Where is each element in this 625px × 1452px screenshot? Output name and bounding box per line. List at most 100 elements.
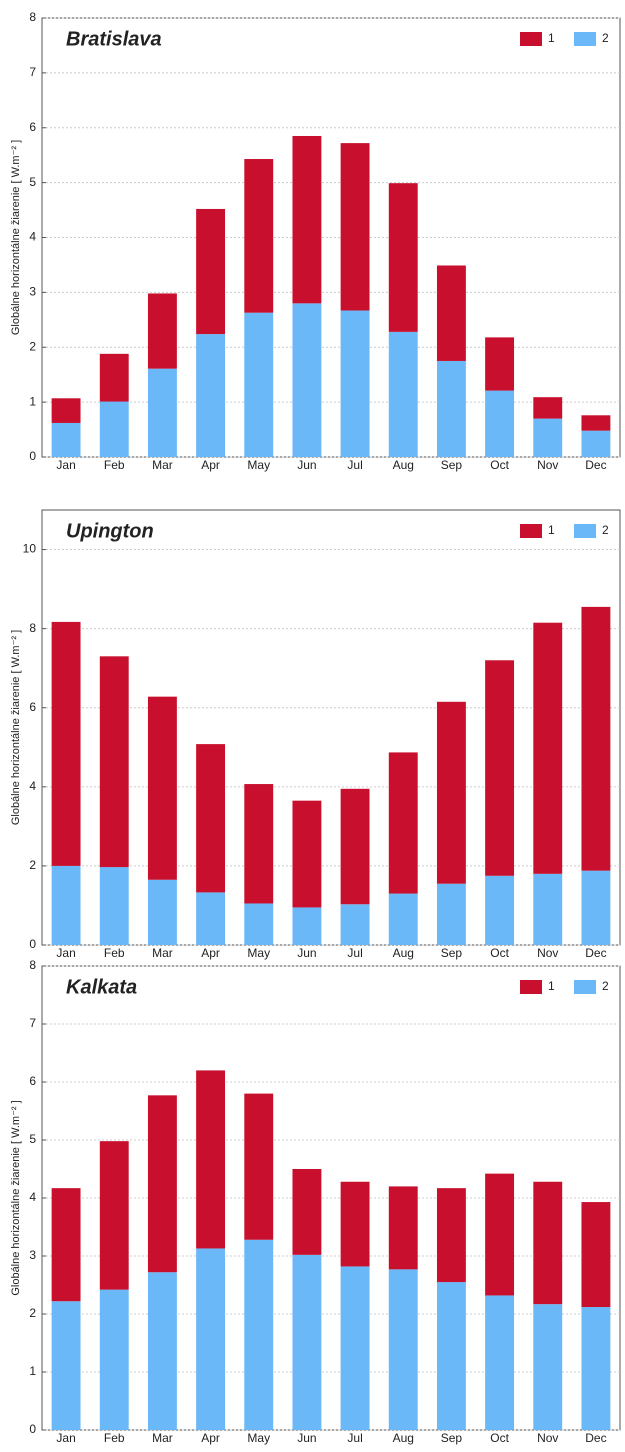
- chart-title: Kalkata: [66, 976, 137, 998]
- x-tick-label: Oct: [490, 1431, 509, 1445]
- bar-segment: [244, 784, 274, 904]
- bar-segment: [147, 368, 177, 457]
- x-tick-label: Apr: [201, 1431, 220, 1445]
- x-tick-label: May: [247, 458, 270, 472]
- bar-segment: [99, 1141, 129, 1290]
- chart-title: Bratislava: [66, 28, 162, 50]
- bar-segment: [196, 1248, 226, 1430]
- bar-segment: [292, 800, 322, 908]
- x-tick-label: Oct: [490, 946, 509, 960]
- bar-segment: [196, 334, 226, 457]
- bar-segment: [436, 1282, 466, 1430]
- y-tick-label: 6: [29, 700, 36, 714]
- bar-segment: [51, 422, 81, 457]
- bar-segment: [51, 865, 81, 945]
- x-tick-label: May: [247, 1431, 270, 1445]
- bar-segment: [147, 1095, 177, 1273]
- bar-segment: [533, 1304, 563, 1430]
- x-tick-label: Dec: [585, 1431, 606, 1445]
- bar-segment: [581, 415, 611, 431]
- x-tick-label: Jun: [297, 458, 316, 472]
- legend-swatch: [520, 524, 542, 538]
- bar-segment: [147, 879, 177, 945]
- bar-segment: [196, 744, 226, 893]
- bar-segment: [388, 183, 418, 332]
- bar-segment: [99, 867, 129, 945]
- y-tick-label: 8: [29, 10, 36, 24]
- legend-swatch: [574, 524, 596, 538]
- y-tick-label: 2: [29, 339, 36, 353]
- x-tick-label: Oct: [490, 458, 509, 472]
- bar-segment: [436, 883, 466, 945]
- x-tick-label: Sep: [441, 458, 463, 472]
- bar-segment: [292, 907, 322, 945]
- bar-segment: [340, 788, 370, 905]
- x-tick-label: May: [247, 946, 270, 960]
- x-tick-label: Nov: [537, 1431, 558, 1445]
- bar-segment: [436, 360, 466, 457]
- y-axis-label: Globálne horizontálne žiarenie [ W.m⁻² ]: [10, 1100, 22, 1295]
- bar-segment: [340, 310, 370, 457]
- bar-segment: [244, 312, 274, 457]
- x-tick-label: Apr: [201, 458, 220, 472]
- bar-segment: [51, 398, 81, 423]
- y-tick-label: 0: [29, 937, 36, 951]
- legend-label: 2: [602, 523, 609, 537]
- x-tick-label: Jul: [347, 1431, 362, 1445]
- chart-title: Upington: [66, 520, 154, 542]
- bar-segment: [292, 135, 322, 304]
- bar-segment: [292, 1169, 322, 1255]
- chart: 0 1 2 3 4 5 6 7 8 Jan Feb Mar Apr May Jun Jul Aug Sep Oct N…: [10, 10, 621, 472]
- y-tick-label: 8: [29, 958, 36, 972]
- x-tick-label: Apr: [201, 946, 220, 960]
- x-tick-label: Mar: [152, 458, 173, 472]
- x-tick-label: Nov: [537, 946, 558, 960]
- x-tick-label: Mar: [152, 946, 173, 960]
- bar-segment: [244, 1093, 274, 1240]
- y-tick-label: 3: [29, 1248, 36, 1262]
- y-tick-label: 5: [29, 1132, 36, 1146]
- bar-segment: [581, 430, 611, 457]
- y-tick-label: 5: [29, 175, 36, 189]
- bar-segment: [292, 303, 322, 457]
- x-tick-label: Aug: [393, 458, 414, 472]
- bar-segment: [388, 752, 418, 894]
- bar-segment: [292, 1254, 322, 1430]
- bar-segment: [581, 870, 611, 945]
- y-tick-label: 7: [29, 1016, 36, 1030]
- bar-segment: [147, 1272, 177, 1430]
- bar-segment: [581, 1202, 611, 1308]
- x-tick-label: Jun: [297, 946, 316, 960]
- bar-segment: [485, 875, 515, 945]
- bar-segment: [244, 903, 274, 945]
- legend-label: 2: [602, 979, 609, 993]
- bar-segment: [340, 1266, 370, 1430]
- bar-segment: [533, 397, 563, 419]
- bar-segment: [147, 293, 177, 369]
- x-tick-label: Mar: [152, 1431, 173, 1445]
- x-tick-label: Aug: [393, 1431, 414, 1445]
- y-tick-label: 6: [29, 1074, 36, 1088]
- x-tick-label: Feb: [104, 458, 125, 472]
- bar-segment: [388, 1269, 418, 1430]
- x-tick-label: Feb: [104, 946, 125, 960]
- bar-segment: [147, 696, 177, 880]
- legend-swatch: [520, 980, 542, 994]
- bar-segment: [581, 606, 611, 871]
- x-tick-label: Sep: [441, 1431, 463, 1445]
- y-tick-label: 3: [29, 285, 36, 299]
- y-axis-label: Globálne horizontálne žiarenie [ W.m⁻² ]: [10, 140, 22, 335]
- bar-segment: [51, 621, 81, 866]
- bar-segment: [196, 1070, 226, 1249]
- y-tick-label: 1: [29, 1364, 36, 1378]
- bar-segment: [340, 1181, 370, 1267]
- y-tick-label: 8: [29, 621, 36, 635]
- x-tick-label: Jul: [347, 458, 362, 472]
- y-axis-label: Globálne horizontálne žiarenie [ W.m⁻² ]: [10, 630, 22, 825]
- legend-swatch: [574, 980, 596, 994]
- bar-segment: [99, 401, 129, 457]
- chart: 0 1 2 3 4 5 6 7 8 Jan Feb Mar Apr May Jun Jul Aug Sep Oct N…: [10, 958, 621, 1445]
- bar-segment: [196, 892, 226, 945]
- bar-segment: [388, 1186, 418, 1270]
